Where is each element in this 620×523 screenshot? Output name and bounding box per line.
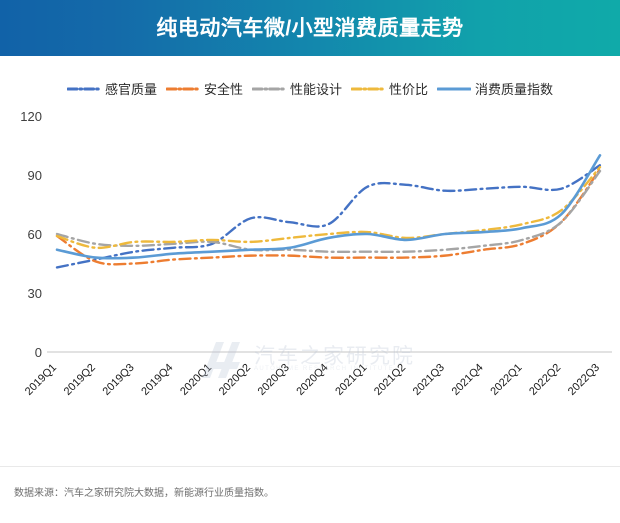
x-axis-tick-label: 2019Q1 xyxy=(23,362,59,398)
page-title: 纯电动汽车微/小型消费质量走势 xyxy=(156,16,464,40)
line-chart-svg: 0 30 60 90 120 2019Q1 2019Q2 2019Q3 2019Q4 2020Q1… xyxy=(20,109,612,398)
x-axis-tick-label: 2019Q4 xyxy=(139,362,175,398)
footer-divider xyxy=(0,466,620,467)
legend-item-2[interactable]: 安全性 xyxy=(165,81,243,97)
legend-swatch-icon xyxy=(437,84,472,94)
legend-swatch-icon xyxy=(66,84,101,94)
legend-label: 感官质量 xyxy=(104,81,157,97)
x-axis-tick-label: 2019Q2 xyxy=(62,362,98,398)
legend-item-5[interactable]: 消费质量指数 xyxy=(437,83,553,96)
x-axis-tick-label: 2019Q3 xyxy=(101,362,137,398)
series-line-2 xyxy=(55,167,602,266)
x-axis-tick-label: 2020Q1 xyxy=(178,362,214,398)
y-axis-tick-label: 30 xyxy=(28,286,42,301)
x-axis-tick-label: 2020Q2 xyxy=(217,362,253,398)
series-line-3 xyxy=(55,169,602,254)
x-axis-tick-label: 2021Q4 xyxy=(450,362,486,398)
chart-legend: 感官质量 安全性 性能设计 性价比 消费质量指数 xyxy=(0,76,620,102)
legend-label: 性价比 xyxy=(389,81,429,97)
legend-item-3[interactable]: 性能设计 xyxy=(251,81,342,97)
x-axis-tick-label: 2020Q3 xyxy=(256,362,292,398)
source-note: 数据来源：汽车之家研究院大数据，新能源行业质量指数。 xyxy=(14,488,274,499)
legend-item-4[interactable]: 性价比 xyxy=(351,83,428,96)
y-axis-tick-label: 120 xyxy=(20,109,42,124)
legend-label: 性能设计 xyxy=(289,81,342,97)
x-axis-tick-label: 2020Q4 xyxy=(294,362,330,398)
x-axis-tick-label: 2021Q1 xyxy=(333,362,369,398)
x-axis-tick-label: 2022Q1 xyxy=(488,362,524,398)
y-axis-tick-label: 0 xyxy=(35,345,42,360)
x-axis-tick-label: 2021Q2 xyxy=(372,362,408,398)
x-axis-tick-label: 2021Q3 xyxy=(411,362,447,398)
page-header: 纯电动汽车微/小型消费质量走势 xyxy=(0,0,620,56)
legend-swatch-icon xyxy=(165,84,200,94)
x-axis-tick-label: 2022Q2 xyxy=(527,362,563,398)
legend-label: 消费质量指数 xyxy=(475,81,554,97)
series-line-1 xyxy=(55,163,602,269)
y-axis-tick-label: 90 xyxy=(28,168,42,183)
series-line-4 xyxy=(55,165,602,250)
legend-swatch-icon xyxy=(351,84,385,94)
legend-item-1[interactable]: 感官质量 xyxy=(66,81,157,97)
series-line-5 xyxy=(55,154,602,260)
x-axis-tick-label: 2022Q3 xyxy=(566,362,602,398)
legend-swatch-icon xyxy=(251,84,286,94)
legend-label: 安全性 xyxy=(203,81,243,97)
plot-area: 0 30 60 90 120 2019Q1 2019Q2 2019Q3 2019Q4 2020Q1… xyxy=(0,104,620,464)
y-axis-tick-label: 60 xyxy=(28,227,42,242)
